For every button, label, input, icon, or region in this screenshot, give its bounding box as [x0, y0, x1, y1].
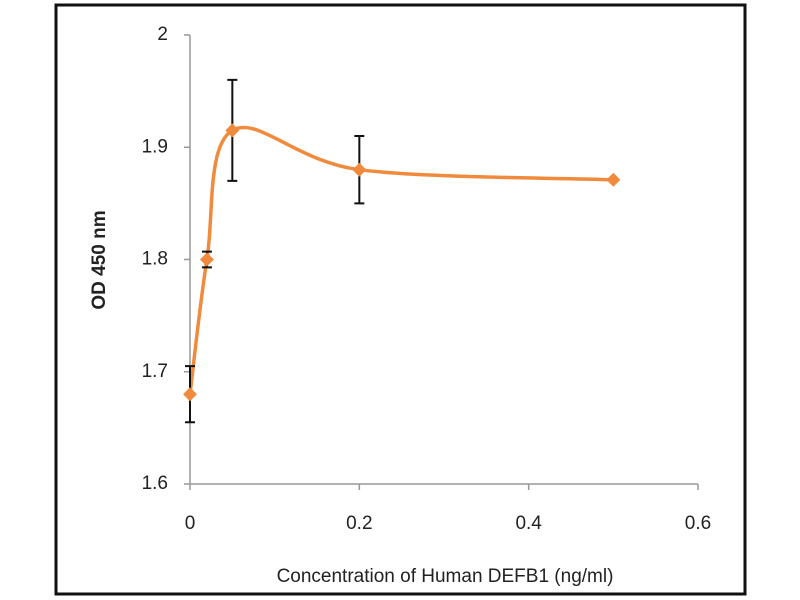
y-tick-label: 1.7 [142, 361, 168, 382]
x-tick-label: 0.4 [515, 513, 542, 534]
x-axis-label: Concentration of Human DEFB1 (ng/ml) [277, 566, 614, 587]
frame [54, 3, 747, 596]
marker [225, 123, 240, 138]
marker [352, 162, 367, 177]
y-tick-label: 1.6 [142, 473, 168, 494]
marker [606, 172, 621, 187]
y-axis-label: OD 450 nm [89, 210, 110, 309]
y-tick-label: 1.9 [142, 136, 168, 157]
y-tick-label: 2 [157, 24, 168, 45]
x-tick-label: 0 [185, 513, 196, 534]
marker [199, 252, 214, 267]
x-tick-label: 0.6 [685, 513, 711, 534]
marker [183, 387, 197, 402]
x-tick-label: 0.2 [346, 513, 372, 534]
line [188, 125, 614, 395]
y-tick-label: 1.8 [142, 249, 168, 270]
